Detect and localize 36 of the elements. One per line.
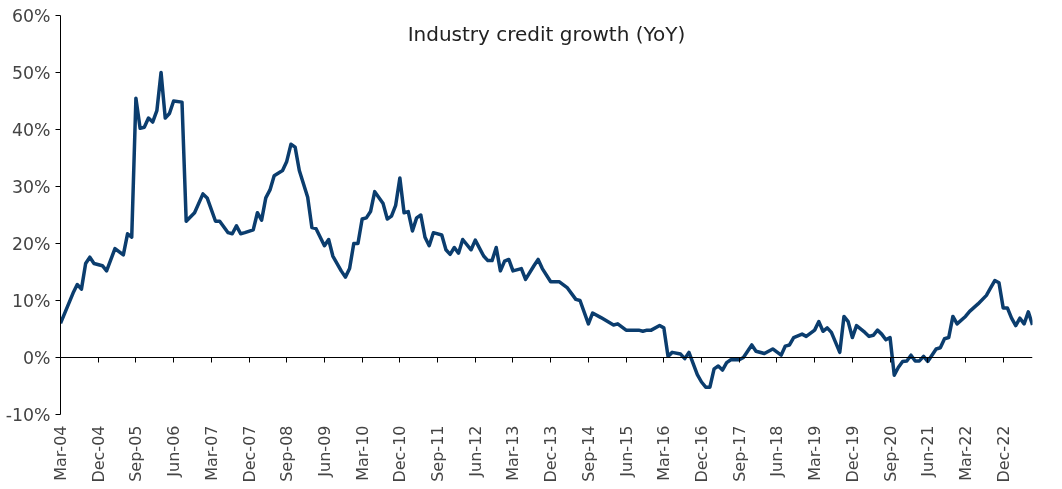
x-tick-label: Mar-13 — [503, 425, 523, 481]
chart-title: Industry credit growth (YoY) — [407, 21, 686, 46]
x-tick-label: Mar-10 — [352, 425, 372, 481]
x-tick-label: Sep-11 — [428, 425, 448, 482]
x-tick-label: Mar-16 — [654, 425, 674, 481]
x-tick-label: Jun-21 — [918, 425, 938, 478]
x-tick-label: Jun-09 — [314, 425, 334, 478]
y-tick-label: 20% — [11, 233, 51, 254]
y-tick-label: 10% — [11, 290, 51, 311]
x-tick-label: Sep-20 — [880, 425, 900, 482]
x-tick-label: Dec-07 — [239, 425, 259, 483]
x-tick-label: Dec-22 — [993, 425, 1013, 483]
x-tick-label: Dec-19 — [842, 425, 862, 483]
x-tick-label: Jun-18 — [767, 425, 787, 478]
x-tick-label: Mar-04 — [51, 425, 70, 481]
x-tick-label: Mar-22 — [955, 425, 975, 481]
x-tick-label: Jun-06 — [164, 425, 184, 478]
x-tick-label: Dec-13 — [541, 425, 561, 483]
y-tick-label: 60% — [11, 5, 51, 26]
y-tick-label: 40% — [11, 119, 51, 140]
x-tick-label: Dec-10 — [390, 425, 410, 483]
y-tick-label: 30% — [11, 176, 51, 197]
x-tick-label: Sep-05 — [126, 425, 146, 482]
x-tick-label: Jun-15 — [616, 425, 636, 478]
line-series — [60, 70, 1033, 389]
x-tick-label: Jun-12 — [465, 425, 485, 478]
y-tick-label: -10% — [5, 404, 51, 425]
x-tick-label: Mar-07 — [201, 425, 221, 481]
y-tick-label: 0% — [23, 347, 51, 368]
x-tick-label: Mar-19 — [805, 425, 825, 481]
x-tick-label: Sep-17 — [729, 425, 749, 482]
y-tick-label: 50% — [11, 62, 51, 83]
x-tick-label: Dec-16 — [692, 425, 712, 483]
x-tick-label: Dec-04 — [88, 425, 108, 483]
x-tick-label: Sep-08 — [277, 425, 297, 482]
x-tick-label: Sep-14 — [578, 425, 598, 482]
